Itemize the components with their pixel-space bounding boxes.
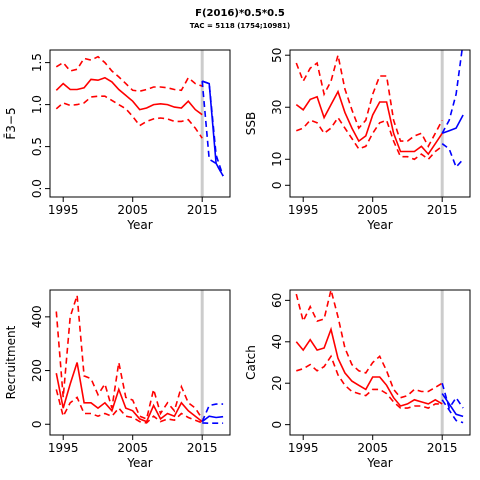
panel: 1995 2005 2015 0.0 0.5 1.0 1.5 Year F̄3−5	[4, 49, 231, 232]
plot-frame	[289, 49, 471, 198]
x-tick-label: 1995	[48, 203, 79, 217]
x-tick-label: 2005	[117, 441, 148, 455]
y-axis-label: SSB	[244, 112, 258, 135]
y-tick-label: 30	[270, 100, 284, 115]
y-tick-label: 200	[30, 359, 44, 382]
series-line	[201, 80, 224, 177]
y-tick-label: 20	[270, 376, 284, 391]
x-axis-label: Year	[126, 456, 152, 470]
series-line	[296, 354, 443, 409]
series-line	[55, 362, 203, 423]
y-tick-label: 0.0	[30, 179, 44, 198]
panel: 1995 2005 2015 0 10 30 50 Year SSB	[244, 48, 471, 232]
x-axis-label: Year	[366, 456, 392, 470]
y-tick-label: 0	[30, 420, 44, 428]
y-tick-label: 400	[30, 305, 44, 328]
series-line	[55, 76, 203, 116]
y-tick-label: 1.0	[30, 95, 44, 114]
x-tick-label: 2005	[357, 441, 388, 455]
series-line	[296, 116, 443, 161]
plot-frame	[289, 289, 471, 436]
series-line	[295, 54, 443, 148]
y-tick-label: 1.5	[30, 53, 44, 72]
x-tick-label: 2015	[187, 203, 218, 217]
figure-title: F(2016)*0.5*0.5	[195, 8, 285, 19]
x-tick-label: 2005	[117, 203, 148, 217]
series-line	[295, 326, 443, 407]
y-tick-label: 60	[270, 293, 284, 308]
y-tick-label: 0.5	[30, 137, 44, 156]
series-line	[441, 114, 464, 135]
x-tick-label: 1995	[288, 441, 319, 455]
series-line	[55, 55, 203, 93]
y-axis-label: F̄3−5	[4, 107, 18, 139]
series-line	[441, 143, 464, 169]
series-line	[201, 403, 224, 422]
plot-frame	[49, 289, 231, 436]
series-line	[55, 389, 203, 424]
series-line	[201, 415, 224, 423]
y-axis-label: Recruitment	[4, 325, 18, 399]
x-tick-label: 2005	[357, 203, 388, 217]
panel: 1995 2005 2015 0 20 40 60 Year Catch	[244, 289, 471, 470]
x-axis-label: Year	[366, 218, 392, 232]
y-tick-label: 10	[270, 152, 284, 167]
plot-frame	[49, 49, 231, 198]
x-tick-label: 1995	[288, 203, 319, 217]
series-line	[295, 89, 443, 156]
y-tick-label: 40	[270, 334, 284, 349]
y-tick-label: 50	[270, 48, 284, 63]
y-tick-label: 0	[270, 181, 284, 189]
x-tick-label: 2015	[427, 441, 458, 455]
x-axis-label: Year	[126, 218, 152, 232]
x-tick-label: 1995	[48, 441, 79, 455]
series-line	[441, 382, 464, 410]
series-line	[55, 95, 203, 139]
x-tick-label: 2015	[427, 203, 458, 217]
y-axis-label: Catch	[244, 345, 258, 380]
figure-subtitle: TAC = 5118 (1754;10981)	[190, 22, 290, 30]
panel: 1995 2005 2015 0 200 400 Year Recruitment	[4, 289, 231, 470]
series-line	[295, 290, 443, 399]
series-line	[441, 393, 464, 418]
series-line	[201, 81, 224, 177]
y-tick-label: 0	[270, 421, 284, 429]
x-tick-label: 2015	[187, 441, 218, 455]
